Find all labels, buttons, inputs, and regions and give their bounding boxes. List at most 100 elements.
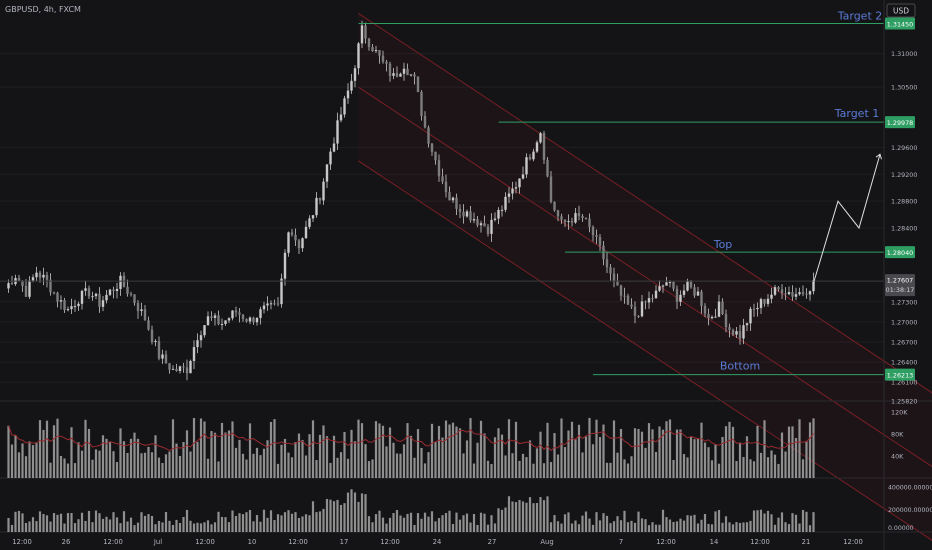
level-annotation-text: Target 2: [837, 9, 883, 22]
volume-bar: [227, 430, 231, 478]
candle-body: [105, 294, 108, 301]
indicator-bar: [609, 523, 612, 532]
indicator-bar: [59, 513, 63, 532]
volume-bar: [493, 437, 497, 478]
volume-bar: [399, 453, 402, 478]
indicator-bar: [112, 512, 115, 532]
indicator-bar: [651, 522, 654, 532]
candle-body: [539, 133, 542, 143]
indicator-bar: [290, 513, 294, 532]
indicator-bar: [598, 520, 602, 532]
volume-bar: [245, 459, 248, 478]
candle-body: [756, 307, 759, 310]
volume-bar: [791, 426, 794, 478]
currency-button[interactable]: USD: [886, 3, 916, 18]
volume-bar: [542, 463, 546, 478]
indicator-bar: [343, 503, 346, 532]
time-tick-label: 12:00: [12, 538, 32, 546]
volume-bar: [105, 438, 108, 478]
time-axis[interactable]: 12:00 26 12:00 Jul 12:00 10 12:00 17 12:00 24 27 Au…: [12, 538, 863, 546]
candle-body: [644, 301, 647, 303]
candle-body: [336, 120, 339, 144]
candle-body: [77, 303, 80, 307]
volume-bar: [626, 463, 630, 478]
indicator-bar: [518, 499, 521, 532]
candle-body: [255, 317, 259, 323]
indicator-bar: [577, 524, 581, 532]
indicator-bar: [448, 510, 451, 532]
candle-body: [623, 295, 626, 297]
indicator-bar: [476, 524, 479, 532]
indicator-bar: [406, 513, 409, 532]
candle-body: [654, 290, 658, 299]
volume-bar: [654, 452, 658, 478]
indicator-bar: [696, 523, 700, 532]
time-tick-label: 12:00: [656, 538, 676, 546]
volume-bar: [339, 452, 343, 478]
volume-bar: [409, 435, 413, 478]
candle-body: [749, 308, 752, 324]
volume-bar: [749, 459, 752, 478]
volume-bar: [763, 420, 766, 478]
volume-bar: [731, 426, 735, 478]
candle-body: [423, 116, 427, 128]
candle-body: [707, 313, 710, 319]
indicator-bar: [791, 513, 794, 532]
volume-bar: [217, 461, 220, 478]
volume-bar: [500, 434, 504, 478]
candle-body: [21, 281, 24, 287]
volume-bar: [745, 436, 749, 478]
indicator-bar: [658, 524, 661, 532]
candle-body: [80, 290, 84, 304]
volume-bar: [672, 459, 675, 478]
indicator-bar: [724, 516, 728, 532]
volume-bar: [98, 450, 101, 478]
indicator-bar: [500, 509, 504, 532]
indicator-bar: [777, 517, 780, 532]
indicator-bar: [231, 510, 234, 532]
candle-body: [10, 283, 14, 285]
candle-body: [346, 90, 350, 99]
volume-bar: [577, 424, 581, 478]
time-tick-label: Jul: [153, 538, 162, 546]
indicator-bar: [647, 525, 651, 532]
volume-bar: [164, 454, 168, 478]
candle-body: [157, 341, 161, 359]
level-price-badge: [885, 17, 915, 30]
indicator-bar: [105, 516, 108, 532]
indicator-bar: [73, 523, 77, 532]
indicator-bar: [140, 512, 143, 532]
indicator-bar: [679, 518, 682, 532]
volume-bar: [483, 433, 486, 478]
volume-bar: [805, 441, 808, 478]
volume-bar: [336, 457, 339, 478]
indicator-bar: [427, 516, 430, 532]
candle-body: [280, 278, 283, 305]
indicator-bar: [276, 514, 280, 532]
volume-bar: [196, 441, 199, 478]
candle-body: [784, 293, 787, 295]
candle-body: [427, 127, 430, 144]
indicator-bar: [10, 524, 14, 532]
candle-body: [24, 286, 28, 297]
indicator-bar: [329, 499, 332, 532]
candle-body: [49, 279, 52, 293]
candle-body: [220, 323, 224, 325]
indicator-bar: [661, 509, 665, 532]
indicator-bar: [682, 520, 686, 532]
indicator-bar: [248, 509, 252, 532]
volume-bar: [199, 418, 203, 478]
volume-bar: [115, 462, 119, 478]
volume-bar: [388, 427, 392, 478]
indicator-bar: [157, 520, 161, 532]
price-axis[interactable]: 1.31000 1.30500 1.29600 1.29200 1.28800 1.284…: [891, 50, 917, 405]
candle-body: [28, 280, 31, 297]
volume-bar: [108, 441, 112, 478]
indicator-bar: [129, 517, 133, 532]
candle-body: [437, 160, 441, 177]
indicator-bar: [378, 510, 381, 532]
indicator-bar: [451, 523, 455, 532]
candle-body: [52, 292, 56, 294]
level-price-label: 1.31450: [887, 20, 913, 28]
